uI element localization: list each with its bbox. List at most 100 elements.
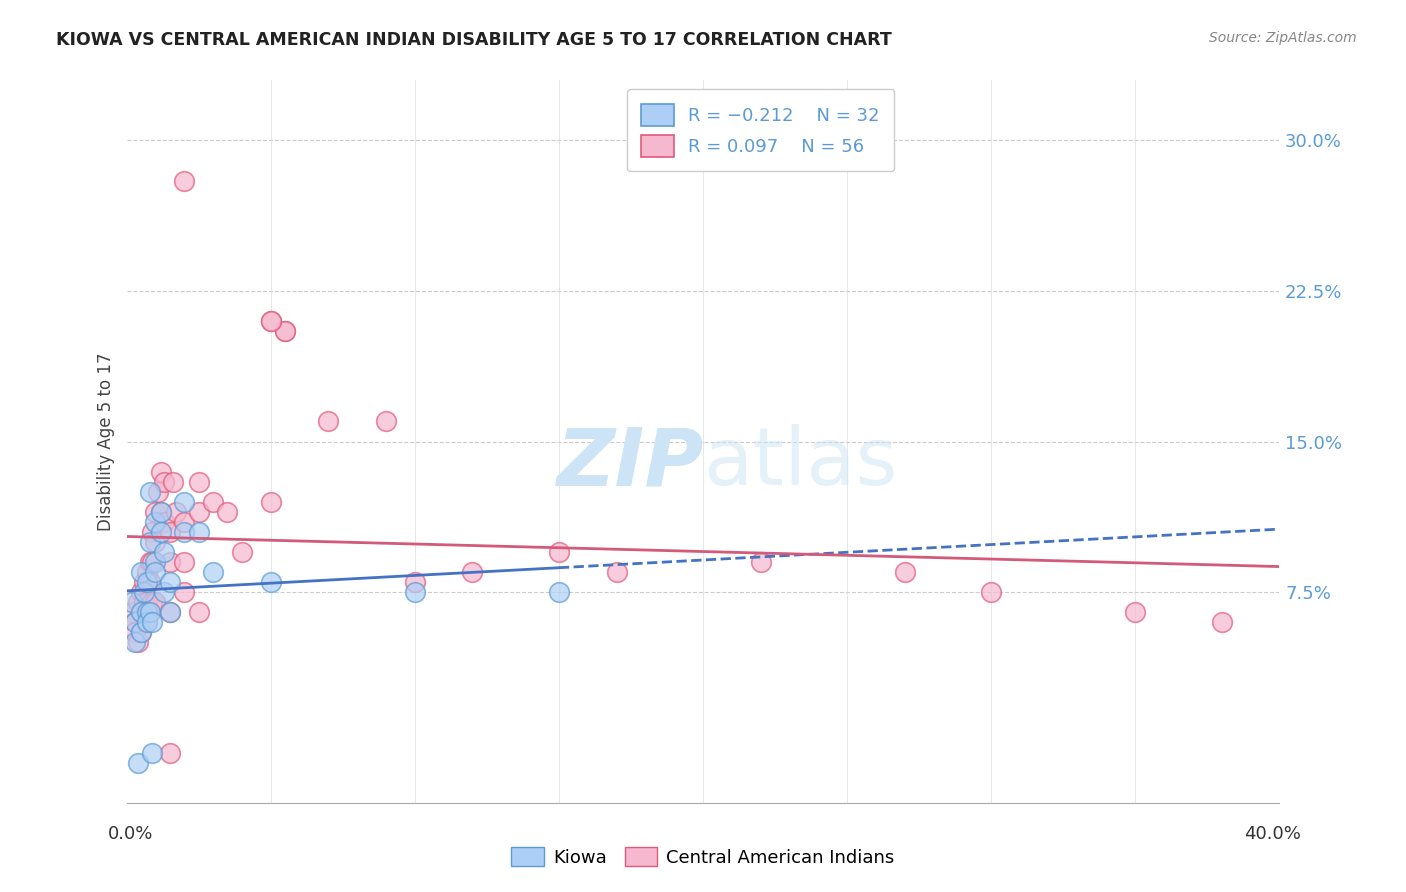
Point — [138, 574, 160, 589]
Point — [165, 505, 187, 519]
Text: ZIP: ZIP — [555, 425, 703, 502]
Point — [141, 746, 163, 760]
Point — [374, 414, 398, 428]
Point — [121, 605, 143, 619]
Text: 40.0%: 40.0% — [1244, 825, 1301, 843]
Point — [150, 524, 173, 539]
Point — [159, 605, 181, 619]
Point — [127, 595, 149, 609]
Point — [187, 524, 209, 539]
Point — [150, 505, 173, 519]
Point — [129, 605, 152, 619]
Point — [138, 534, 160, 549]
Point — [274, 324, 297, 338]
Legend: R = −0.212    N = 32, R = 0.097    N = 56: R = −0.212 N = 32, R = 0.097 N = 56 — [627, 89, 894, 171]
Text: atlas: atlas — [703, 425, 897, 502]
Point — [173, 555, 195, 569]
Point — [141, 524, 163, 539]
Point — [148, 484, 170, 499]
Point — [135, 615, 157, 630]
Point — [124, 635, 146, 649]
Point — [404, 585, 426, 599]
Point — [132, 595, 155, 609]
Text: 0.0%: 0.0% — [108, 825, 153, 843]
Point — [159, 574, 181, 589]
Point — [159, 746, 181, 760]
Point — [173, 173, 195, 187]
Point — [153, 515, 176, 529]
Point — [145, 534, 166, 549]
Point — [202, 494, 225, 508]
Point — [153, 585, 176, 599]
Point — [135, 574, 157, 589]
Text: Source: ZipAtlas.com: Source: ZipAtlas.com — [1209, 31, 1357, 45]
Point — [135, 615, 157, 630]
Point — [548, 585, 571, 599]
Point — [135, 595, 157, 609]
Point — [138, 605, 160, 619]
Point — [1211, 615, 1233, 630]
Point — [124, 615, 146, 630]
Point — [159, 605, 181, 619]
Point — [159, 555, 181, 569]
Point — [121, 595, 143, 609]
Point — [141, 595, 163, 609]
Point — [153, 545, 176, 559]
Point — [548, 545, 571, 559]
Point — [127, 635, 149, 649]
Point — [150, 465, 173, 479]
Point — [217, 505, 239, 519]
Text: KIOWA VS CENTRAL AMERICAN INDIAN DISABILITY AGE 5 TO 17 CORRELATION CHART: KIOWA VS CENTRAL AMERICAN INDIAN DISABIL… — [56, 31, 891, 49]
Point — [159, 524, 181, 539]
Point — [187, 505, 209, 519]
Point — [259, 314, 281, 328]
Point — [138, 555, 160, 569]
Point — [1125, 605, 1147, 619]
Point — [145, 555, 166, 569]
Point — [138, 605, 160, 619]
Point — [980, 585, 1002, 599]
Point — [145, 565, 166, 579]
Point — [259, 314, 281, 328]
Point — [129, 625, 152, 640]
Point — [129, 585, 152, 599]
Point — [187, 605, 209, 619]
Point — [129, 625, 152, 640]
Point — [202, 565, 225, 579]
Point — [145, 515, 166, 529]
Point — [138, 484, 160, 499]
Point — [127, 756, 149, 770]
Point — [129, 565, 152, 579]
Point — [135, 605, 157, 619]
Point — [150, 505, 173, 519]
Point — [404, 574, 426, 589]
Y-axis label: Disability Age 5 to 17: Disability Age 5 to 17 — [97, 352, 115, 531]
Point — [259, 574, 281, 589]
Point — [173, 494, 195, 508]
Point — [274, 324, 297, 338]
Point — [132, 574, 155, 589]
Point — [162, 475, 184, 489]
Point — [894, 565, 917, 579]
Point — [187, 475, 209, 489]
Point — [173, 524, 195, 539]
Point — [259, 494, 281, 508]
Legend: Kiowa, Central American Indians: Kiowa, Central American Indians — [505, 840, 901, 874]
Point — [141, 555, 163, 569]
Point — [141, 615, 163, 630]
Point — [153, 475, 176, 489]
Point — [129, 605, 152, 619]
Point — [124, 615, 146, 630]
Point — [606, 565, 628, 579]
Point — [124, 625, 146, 640]
Point — [749, 555, 772, 569]
Point — [173, 585, 195, 599]
Point — [135, 565, 157, 579]
Point — [318, 414, 340, 428]
Point — [231, 545, 253, 559]
Point — [145, 595, 166, 609]
Point — [145, 505, 166, 519]
Point — [173, 515, 195, 529]
Point — [132, 585, 155, 599]
Point — [461, 565, 484, 579]
